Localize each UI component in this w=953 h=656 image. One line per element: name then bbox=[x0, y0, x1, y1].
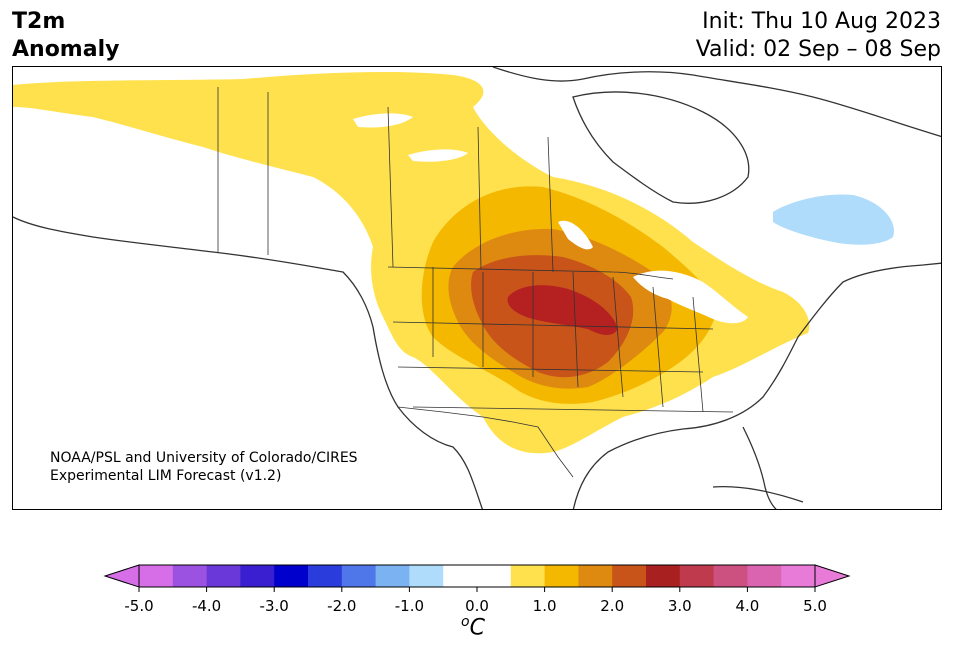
colorbar-tick-label: -5.0 bbox=[124, 597, 153, 615]
title-line-1: T2m bbox=[12, 9, 66, 34]
colorbar-cell bbox=[341, 565, 377, 587]
map-title: T2m Anomaly bbox=[12, 8, 119, 64]
colorbar-cell bbox=[274, 565, 309, 587]
colorbar-tick-label: -4.0 bbox=[192, 597, 221, 615]
colorbar-tick-label: 2.0 bbox=[600, 597, 624, 615]
colorbar-cell bbox=[206, 565, 241, 587]
colorbar-cell bbox=[443, 565, 478, 587]
colorbar-cell bbox=[747, 565, 782, 587]
coastline-west bbox=[13, 216, 484, 509]
coastline-gulf bbox=[572, 262, 941, 509]
colorbar-cell bbox=[172, 565, 208, 587]
colorbar-cell bbox=[578, 565, 613, 587]
lake-great-slave bbox=[353, 113, 413, 128]
great-lakes bbox=[633, 270, 748, 324]
us-states bbox=[392, 267, 734, 413]
us-canada-border bbox=[387, 266, 674, 280]
colorbar-tick-label: 0.0 bbox=[465, 597, 489, 615]
us-mexico-border bbox=[397, 406, 574, 478]
hudson-bay bbox=[572, 91, 750, 204]
lake-winnipeg bbox=[558, 220, 593, 250]
map-canvas bbox=[13, 67, 941, 509]
lakes bbox=[353, 113, 748, 324]
colorbar-cell bbox=[679, 565, 715, 587]
unit-superscript: o bbox=[461, 614, 470, 630]
colorbar-cell bbox=[646, 565, 681, 587]
colorbar-tick-label: 3.0 bbox=[668, 597, 692, 615]
colorbar-tick-label: -1.0 bbox=[395, 597, 424, 615]
colorbar-over-arrow bbox=[814, 564, 851, 588]
colorbar-cell bbox=[308, 565, 343, 587]
colorbar-cell bbox=[477, 565, 512, 587]
lake-athabasca bbox=[408, 149, 468, 162]
colorbar-unit: oC bbox=[461, 614, 485, 640]
colorbar-tick-label: 4.0 bbox=[735, 597, 759, 615]
anomaly-shading bbox=[13, 72, 894, 454]
title-line-2: Anomaly bbox=[12, 37, 120, 62]
colorbar-cell bbox=[409, 565, 444, 587]
colorbar-cell bbox=[510, 565, 546, 587]
colorbar-under-arrow bbox=[103, 564, 140, 588]
colorbar-cell bbox=[139, 565, 174, 587]
colorbar-cell bbox=[713, 565, 748, 587]
unit-base: C bbox=[469, 615, 485, 641]
colorbar-ticks: -5.0 -4.0 -3.0 -2.0 -1.0 0.0 1.0 2.0 3.0 4.0 5.0 bbox=[124, 587, 827, 615]
colorbar-cell bbox=[612, 565, 647, 587]
arctic-islands bbox=[492, 67, 941, 138]
political-borders bbox=[217, 87, 734, 478]
colorbar-tick-label: 1.0 bbox=[533, 597, 557, 615]
credit-line-1: NOAA/PSL and University of Colorado/CIRE… bbox=[50, 450, 358, 466]
coastlines bbox=[13, 67, 941, 509]
colorbar-tick-label: -3.0 bbox=[260, 597, 289, 615]
init-date: Init: Thu 10 Aug 2023 bbox=[702, 9, 941, 34]
colorbar-cell bbox=[781, 565, 816, 587]
anomaly-level-5 bbox=[507, 285, 618, 335]
canada-provinces bbox=[217, 87, 554, 273]
florida bbox=[742, 426, 777, 509]
anomaly-map: NOAA/PSL and University of Colorado/CIRE… bbox=[12, 66, 942, 510]
credit-text: NOAA/PSL and University of Colorado/CIRE… bbox=[50, 449, 358, 485]
colorbar-cell bbox=[240, 565, 275, 587]
anomaly-cold-1 bbox=[773, 194, 894, 245]
colorbar-tick-label: -2.0 bbox=[327, 597, 356, 615]
colorbar-cells bbox=[139, 565, 816, 587]
colorbar-cell bbox=[375, 565, 410, 587]
forecast-dates: Init: Thu 10 Aug 2023 Valid: 02 Sep – 08… bbox=[696, 8, 941, 64]
valid-date: Valid: 02 Sep – 08 Sep bbox=[695, 37, 941, 62]
credit-line-2: Experimental LIM Forecast (v1.2) bbox=[50, 468, 282, 484]
colorbar-cell bbox=[544, 565, 579, 587]
colorbar-tick-label: 5.0 bbox=[803, 597, 827, 615]
cuba bbox=[712, 486, 804, 503]
